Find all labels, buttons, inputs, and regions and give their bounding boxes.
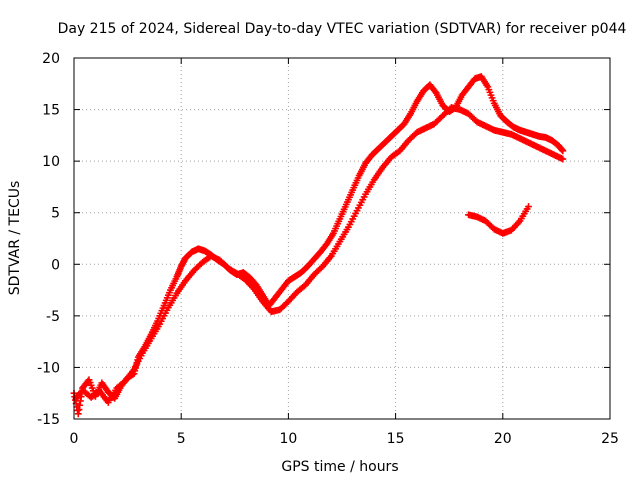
tick-layer: 0 5 10 15 20 25 -15 -10 -5 0 5 10 15 20: [37, 51, 619, 447]
y-tick-label: -15: [37, 412, 60, 428]
data-point-track-b: [559, 155, 567, 163]
x-tick-label: 25: [601, 431, 619, 447]
x-axis-label: GPS time / hours: [281, 459, 398, 475]
chart-title: Day 215 of 2024, Sidereal Day-to-day VTE…: [58, 21, 627, 37]
plot-frame: [73, 57, 611, 420]
y-tick-label: 0: [51, 257, 60, 273]
y-tick-label: 5: [51, 206, 60, 222]
x-tick-label: 15: [387, 431, 405, 447]
data-point-track-c: [525, 203, 532, 210]
y-tick-label: 10: [42, 154, 60, 170]
x-tick-label: 10: [279, 431, 297, 447]
y-tick-label: -5: [46, 309, 60, 325]
y-tick-label: 15: [42, 103, 60, 119]
data-point-track-a: [559, 147, 567, 155]
data-point-track-a: [431, 88, 439, 96]
y-axis-label: SDTVAR / TECUs: [7, 181, 23, 296]
y-tick-label: 20: [42, 51, 60, 67]
y-tick-label: -10: [37, 360, 60, 376]
data-layer: [70, 73, 567, 418]
x-tick-label: 20: [494, 431, 512, 447]
x-tick-label: 0: [70, 431, 79, 447]
x-tick-label: 5: [177, 431, 186, 447]
